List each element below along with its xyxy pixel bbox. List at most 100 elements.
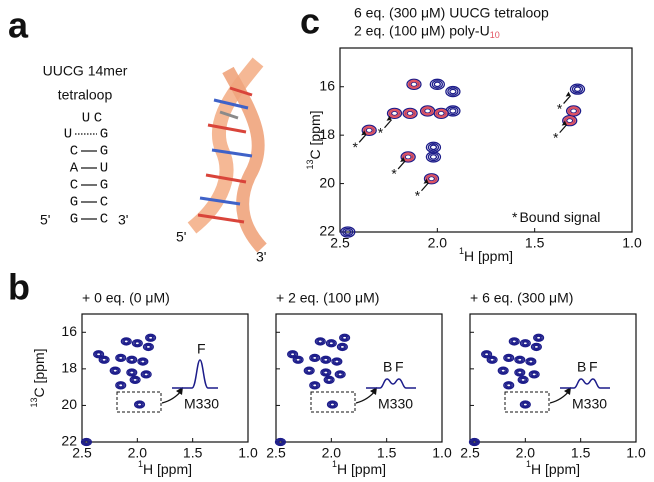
x-tick-label: 1.5 bbox=[377, 445, 397, 461]
contour bbox=[331, 357, 343, 366]
contour bbox=[274, 437, 286, 447]
contour bbox=[326, 400, 338, 409]
contour bbox=[311, 355, 318, 361]
contour bbox=[421, 106, 434, 116]
contour bbox=[340, 226, 356, 238]
superscript: 1 bbox=[332, 459, 337, 469]
contour bbox=[429, 78, 445, 90]
contour bbox=[332, 358, 342, 365]
base: G bbox=[100, 178, 108, 194]
contour bbox=[109, 366, 121, 375]
peak bbox=[109, 366, 121, 375]
contour bbox=[482, 351, 491, 358]
peak bbox=[567, 106, 580, 116]
peak bbox=[129, 375, 141, 384]
bound-star: * bbox=[352, 139, 358, 155]
contour bbox=[127, 356, 136, 363]
peak bbox=[314, 337, 326, 346]
contour bbox=[123, 339, 130, 344]
contour bbox=[115, 353, 127, 363]
contour bbox=[126, 368, 138, 377]
arrow-head bbox=[561, 120, 567, 126]
contour bbox=[101, 357, 107, 362]
peak bbox=[145, 333, 157, 342]
contour bbox=[409, 80, 419, 88]
selection-box bbox=[310, 391, 356, 413]
contour bbox=[98, 355, 110, 364]
contour bbox=[388, 108, 401, 119]
contour bbox=[489, 357, 495, 362]
base: G bbox=[70, 212, 78, 228]
contour bbox=[410, 81, 418, 88]
peak bbox=[309, 353, 321, 363]
contour bbox=[327, 340, 336, 347]
contour bbox=[116, 354, 125, 362]
arrow-head bbox=[400, 156, 406, 162]
contour bbox=[503, 353, 515, 363]
contour bbox=[116, 382, 125, 389]
contour bbox=[122, 338, 131, 345]
peak bbox=[421, 106, 434, 116]
plot-frame bbox=[275, 313, 443, 443]
contour bbox=[117, 383, 124, 388]
inset-label: F bbox=[395, 359, 404, 375]
contour bbox=[511, 339, 518, 344]
contour bbox=[389, 109, 400, 117]
legend-entry: 6 eq. (300 μM) UUCG tetraloop bbox=[354, 5, 549, 21]
contour bbox=[341, 335, 348, 340]
contour bbox=[519, 400, 531, 409]
contour bbox=[334, 359, 340, 364]
contour bbox=[567, 106, 580, 116]
contour bbox=[533, 333, 545, 342]
contour bbox=[429, 144, 438, 151]
contour bbox=[132, 377, 138, 383]
x-tick-label: 2.0 bbox=[128, 445, 148, 461]
contour bbox=[334, 370, 346, 379]
peak bbox=[481, 350, 493, 359]
contour bbox=[521, 340, 530, 347]
arrow-head bbox=[176, 387, 183, 395]
contour bbox=[481, 350, 493, 359]
arrow-head bbox=[386, 115, 392, 121]
peak bbox=[388, 108, 401, 119]
arrow-head bbox=[370, 387, 377, 395]
contour bbox=[447, 87, 459, 96]
contour bbox=[505, 355, 512, 361]
contour bbox=[323, 370, 329, 375]
bound-star: * bbox=[415, 187, 421, 203]
peak bbox=[336, 342, 348, 352]
contour bbox=[316, 338, 325, 345]
bound-arrow bbox=[421, 182, 429, 192]
base: G bbox=[100, 127, 108, 143]
contour bbox=[93, 350, 105, 359]
plot-frame bbox=[81, 313, 249, 443]
contour bbox=[339, 344, 346, 350]
plot-frame bbox=[339, 47, 633, 233]
contour bbox=[565, 117, 575, 125]
contour bbox=[340, 334, 349, 341]
contour bbox=[295, 357, 301, 362]
contour bbox=[386, 107, 403, 120]
contour bbox=[147, 335, 154, 340]
spectrum-title: + 0 eq. (0 μM) bbox=[82, 290, 170, 306]
model-end: 3' bbox=[256, 249, 266, 265]
contour bbox=[533, 344, 540, 350]
contour bbox=[573, 86, 582, 93]
contour bbox=[571, 84, 584, 94]
superscript: 1 bbox=[526, 459, 531, 469]
peak bbox=[292, 355, 304, 364]
label-text: H [ppm] bbox=[337, 461, 386, 477]
loop-base: C bbox=[94, 111, 102, 127]
peak bbox=[530, 342, 542, 352]
contour bbox=[328, 401, 337, 408]
peak bbox=[115, 353, 127, 363]
contour bbox=[535, 335, 542, 340]
contour bbox=[433, 81, 441, 88]
contour bbox=[447, 106, 459, 116]
contour bbox=[487, 356, 497, 363]
contour bbox=[82, 438, 91, 446]
peak bbox=[514, 355, 526, 364]
superscript: 1 bbox=[459, 246, 464, 256]
peak bbox=[508, 337, 520, 346]
contour bbox=[336, 342, 348, 352]
